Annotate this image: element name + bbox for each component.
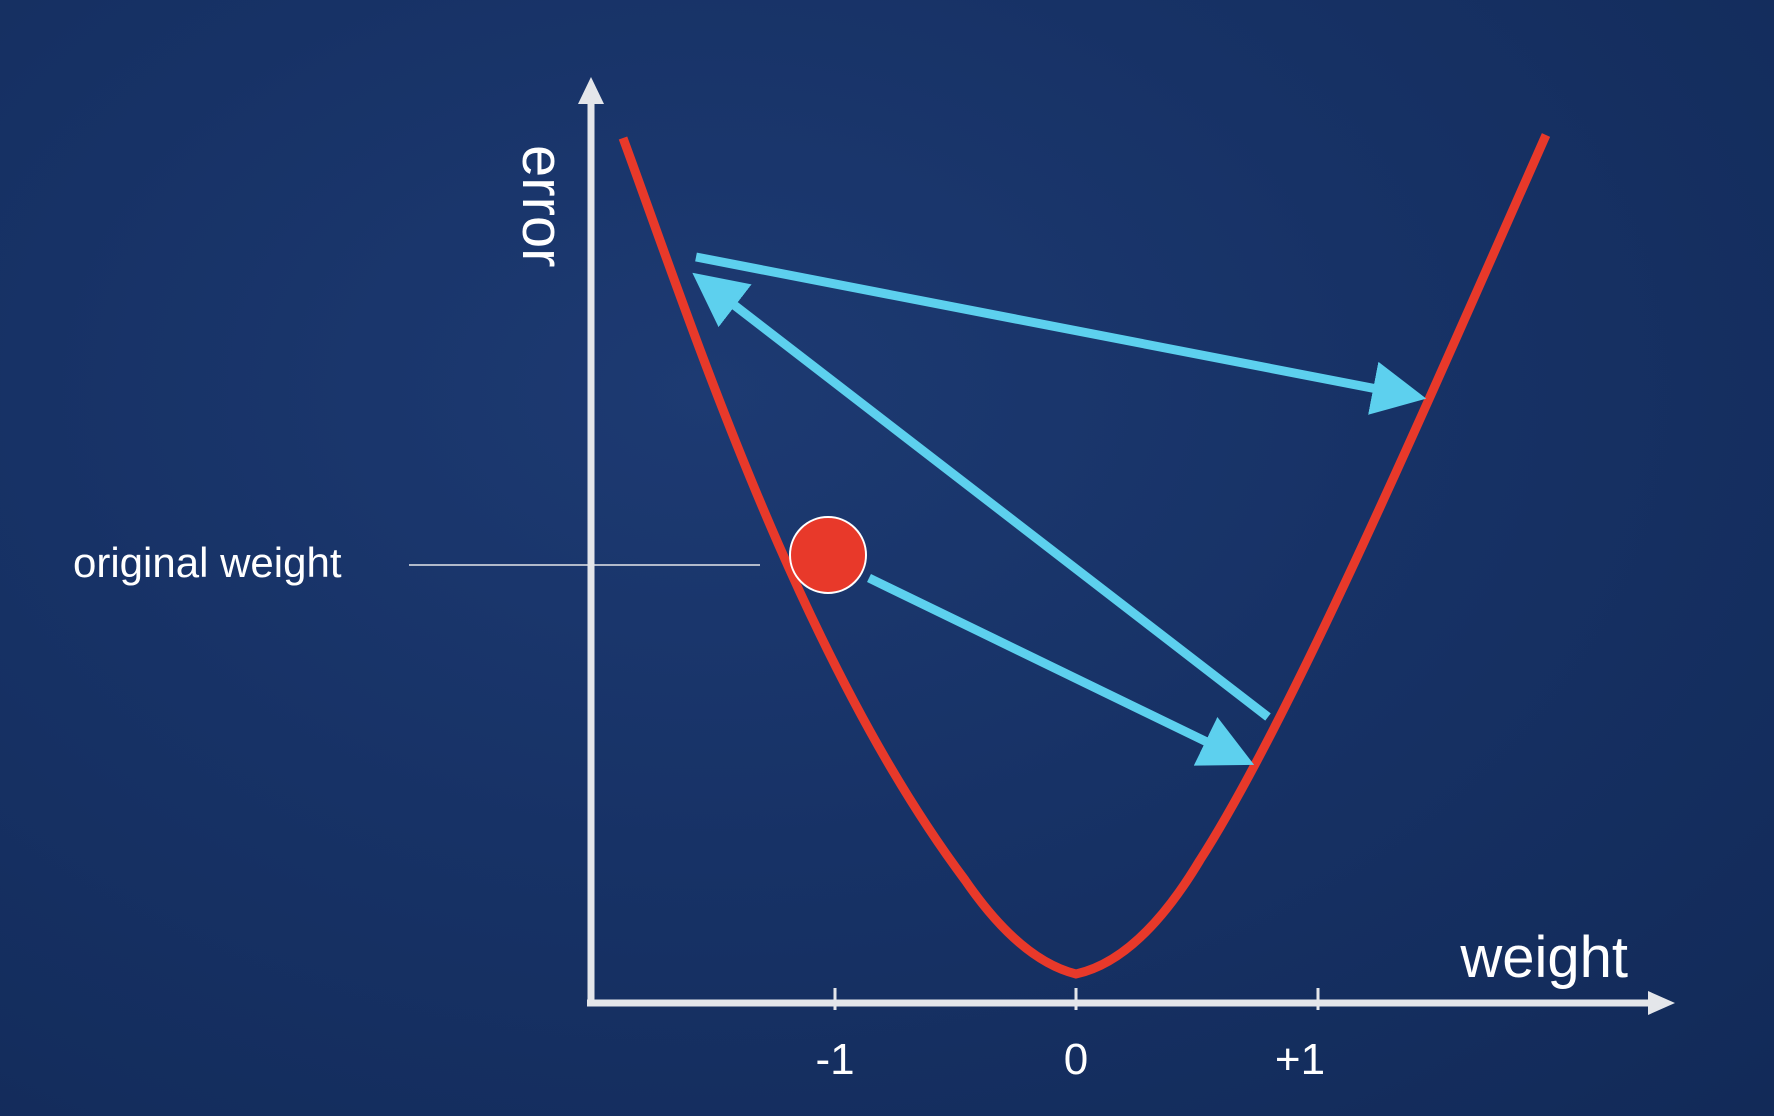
x-tick-label: -1 (815, 1035, 854, 1084)
x-tick-label: 0 (1064, 1035, 1088, 1084)
step-arrow-1 (867, 573, 1255, 766)
original-weight-point (789, 516, 867, 594)
y-axis-arrowhead (578, 77, 604, 104)
y-axis-label: error (510, 145, 575, 267)
error-curve (618, 133, 1551, 979)
original-weight-label: original weight (73, 539, 342, 586)
step-arrow-3 (695, 252, 1427, 415)
x-tick-label: +1 (1275, 1035, 1325, 1084)
step-arrow-2 (692, 272, 1271, 721)
x-axis-label: weight (1459, 925, 1628, 990)
x-axis-arrowhead (1648, 991, 1675, 1015)
